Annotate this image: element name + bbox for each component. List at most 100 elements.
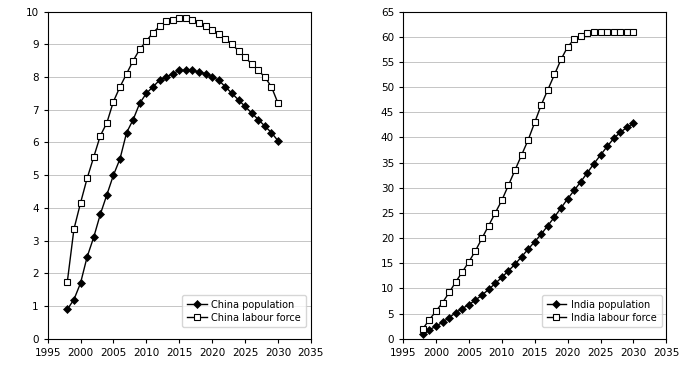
China population [274,139,282,143]
China population [96,212,104,217]
India labour force [630,29,638,34]
India population [603,144,611,149]
China population [63,307,71,312]
India population [596,153,605,157]
China population [248,111,256,116]
China population [188,68,197,73]
India labour force [557,57,565,62]
India population [577,179,585,184]
China population [162,75,170,79]
India population [550,215,558,219]
China labour force [235,49,243,53]
India labour force [511,168,519,172]
India population [630,121,638,126]
China population [182,68,190,73]
India population [537,232,545,236]
India population [511,262,519,266]
India labour force [425,317,433,322]
India labour force [610,29,618,34]
China labour force [260,75,269,79]
China population [215,78,223,82]
India labour force [452,280,460,284]
India labour force [623,29,631,34]
China labour force [169,17,177,22]
China population [70,297,78,302]
China labour force [274,101,282,105]
India labour force [471,248,479,253]
Line: India population: India population [420,121,636,336]
China labour force [83,176,91,181]
China labour force [76,201,84,205]
India population [616,130,624,135]
China population [201,72,209,76]
India population [465,302,473,307]
China population [76,281,84,286]
India population [583,170,592,175]
China population [109,173,118,177]
China population [142,91,150,96]
China labour force [122,72,131,76]
India population [458,306,466,311]
India population [544,223,552,228]
China labour force [63,279,71,284]
India labour force [458,270,466,274]
China population [260,124,269,128]
India labour force [603,29,611,34]
China population [149,85,157,89]
China labour force [156,24,164,28]
China labour force [248,62,256,66]
China population [116,156,124,161]
China population [129,117,137,122]
India population [570,188,578,192]
India labour force [439,300,447,305]
India labour force [550,72,558,77]
India population [419,331,427,336]
China population [221,85,229,89]
India population [439,320,447,325]
China population [208,75,216,79]
China labour force [96,134,104,138]
India labour force [570,37,578,42]
India population [524,247,532,251]
India population [557,206,565,210]
China population [235,97,243,102]
Line: China labour force: China labour force [65,15,281,284]
China population [241,104,249,109]
China population [169,72,177,76]
India labour force [577,33,585,38]
India labour force [491,211,499,215]
India labour force [505,183,513,187]
India labour force [524,137,532,142]
China labour force [254,68,262,73]
China population [103,192,111,197]
China population [122,130,131,135]
India labour force [530,120,539,125]
India population [471,298,479,302]
India labour force [537,102,545,107]
China labour force [70,227,78,231]
India population [452,310,460,315]
India population [491,281,499,286]
China labour force [90,155,98,159]
India labour force [583,30,592,35]
India population [590,161,598,166]
Legend: India population, India labour force: India population, India labour force [542,295,662,327]
China labour force [149,30,157,35]
India population [610,136,618,141]
China labour force [228,42,236,47]
China labour force [201,24,209,28]
India population [530,239,539,244]
India labour force [596,29,605,34]
China labour force [195,21,203,25]
Line: China population: China population [65,68,281,312]
India population [517,254,526,259]
India labour force [517,153,526,157]
China labour force [188,17,197,22]
China population [195,70,203,74]
China population [254,117,262,122]
India labour force [465,259,473,264]
China population [267,130,275,135]
India labour force [498,198,506,203]
India population [478,293,486,297]
China population [90,235,98,239]
